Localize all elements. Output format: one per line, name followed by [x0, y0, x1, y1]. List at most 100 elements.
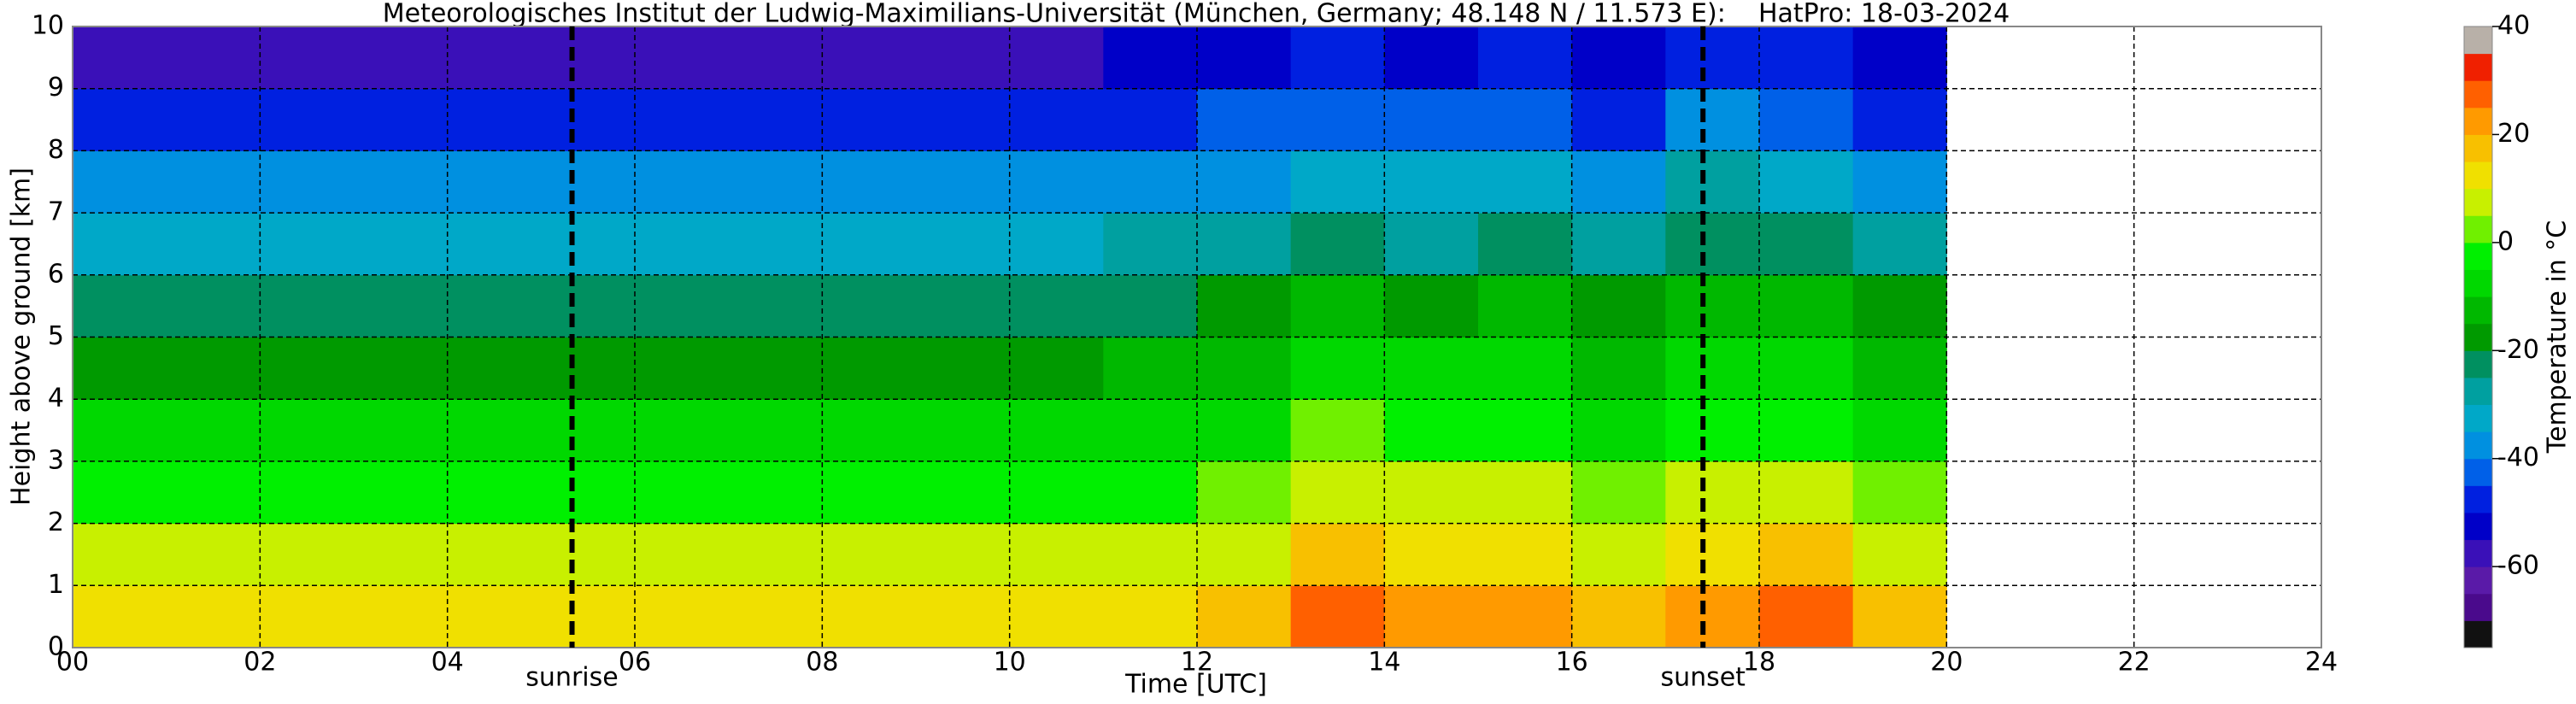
heat-cell — [541, 523, 636, 586]
heat-cell — [166, 274, 261, 337]
heat-cell — [728, 88, 823, 151]
heat-cell — [1665, 585, 1760, 648]
heat-cell — [1665, 213, 1760, 276]
heat-cell — [728, 337, 823, 400]
heat-cell — [1290, 585, 1385, 648]
heat-cell — [1290, 213, 1385, 276]
heat-cell — [1384, 150, 1479, 214]
heat-cell — [1571, 585, 1666, 648]
heat-cell — [260, 337, 355, 400]
colorbar-swatch — [2464, 323, 2492, 351]
heat-cell — [1197, 399, 1292, 462]
x-tick-label: 02 — [244, 648, 276, 678]
heat-cell — [1009, 461, 1104, 525]
y-tick-label: 1 — [48, 570, 64, 600]
heat-cell — [1571, 523, 1666, 586]
heat-cell — [447, 150, 542, 214]
heat-cell — [354, 274, 449, 337]
heat-cell — [73, 461, 167, 525]
heat-cell — [541, 213, 636, 276]
heat-cell — [1571, 88, 1666, 151]
heat-cell — [447, 585, 542, 648]
colorbar-swatch — [2464, 296, 2492, 325]
heat-cell — [1665, 523, 1760, 586]
heat-cell — [166, 88, 261, 151]
heat-cell — [1384, 523, 1479, 586]
heat-cell — [1478, 585, 1573, 648]
x-tick-label: 16 — [1556, 648, 1588, 678]
colorbar-swatch — [2464, 242, 2492, 270]
heat-cell — [354, 150, 449, 214]
colorbar-swatch — [2464, 26, 2492, 55]
heat-cell — [1384, 88, 1479, 151]
y-tick-label: 4 — [48, 384, 64, 414]
annotation: sunset — [1660, 663, 1746, 693]
heat-cell — [447, 523, 542, 586]
x-tick-label: 12 — [1181, 648, 1213, 678]
heat-cell — [1197, 150, 1292, 214]
heat-cell — [1478, 399, 1573, 462]
heat-cell — [1852, 150, 1947, 214]
heat-cell — [1571, 461, 1666, 525]
colorbar-swatch — [2464, 134, 2492, 162]
heat-cell — [260, 523, 355, 586]
heat-cell — [1665, 274, 1760, 337]
heat-cell — [822, 523, 917, 586]
heat-cell — [541, 399, 636, 462]
heat-cell — [822, 88, 917, 151]
heat-cell — [1384, 213, 1479, 276]
heat-cell — [1103, 274, 1198, 337]
heat-cell — [1384, 274, 1479, 337]
heat-cell — [916, 337, 1011, 400]
heat-cell — [728, 461, 823, 525]
x-tick-label: 00 — [56, 648, 89, 678]
heat-cell — [1009, 523, 1104, 586]
heat-cell — [541, 150, 636, 214]
heat-cell — [447, 399, 542, 462]
heat-cell — [166, 26, 261, 90]
heat-cell — [260, 585, 355, 648]
heat-cell — [1009, 88, 1104, 151]
colorbar-swatch — [2464, 215, 2492, 243]
heat-cell — [166, 461, 261, 525]
y-axis-label: Height above ground [km] — [7, 167, 37, 506]
annotation: sunrise — [525, 663, 618, 693]
heat-cell — [1197, 523, 1292, 586]
heat-cell — [822, 274, 917, 337]
heat-cell — [1478, 26, 1573, 90]
heat-cell — [1103, 88, 1198, 151]
colorbar-tick-label: 20 — [2497, 119, 2530, 149]
heat-cell — [1103, 26, 1198, 90]
heat-cell — [635, 88, 730, 151]
heat-cell — [166, 213, 261, 276]
heat-cell — [728, 26, 823, 90]
heat-cell — [1759, 523, 1854, 586]
heat-cell — [1009, 150, 1104, 214]
heat-cell — [354, 88, 449, 151]
heat-cell — [1478, 337, 1573, 400]
heat-cell — [1009, 585, 1104, 648]
heat-cell — [635, 213, 730, 276]
heat-cell — [1571, 213, 1666, 276]
heat-cell — [73, 88, 167, 151]
colorbar-tick-label: -60 — [2497, 551, 2539, 581]
colorbar-swatch — [2464, 269, 2492, 297]
heat-cell — [916, 461, 1011, 525]
heat-cell — [1290, 274, 1385, 337]
heat-cell — [447, 274, 542, 337]
heat-cell — [1665, 461, 1760, 525]
heat-cell — [1759, 88, 1854, 151]
y-tick-label: 5 — [48, 321, 64, 351]
colorbar-swatch — [2464, 404, 2492, 432]
heat-cell — [1759, 337, 1854, 400]
x-tick-label: 04 — [431, 648, 464, 678]
heat-cell — [1009, 274, 1104, 337]
plot-frame — [72, 26, 2322, 648]
heat-cell — [635, 274, 730, 337]
heat-cell — [1197, 337, 1292, 400]
colorbar-swatch — [2464, 620, 2492, 648]
heat-cell — [260, 274, 355, 337]
colorbar-swatch — [2464, 566, 2492, 595]
heat-cell — [1197, 461, 1292, 525]
